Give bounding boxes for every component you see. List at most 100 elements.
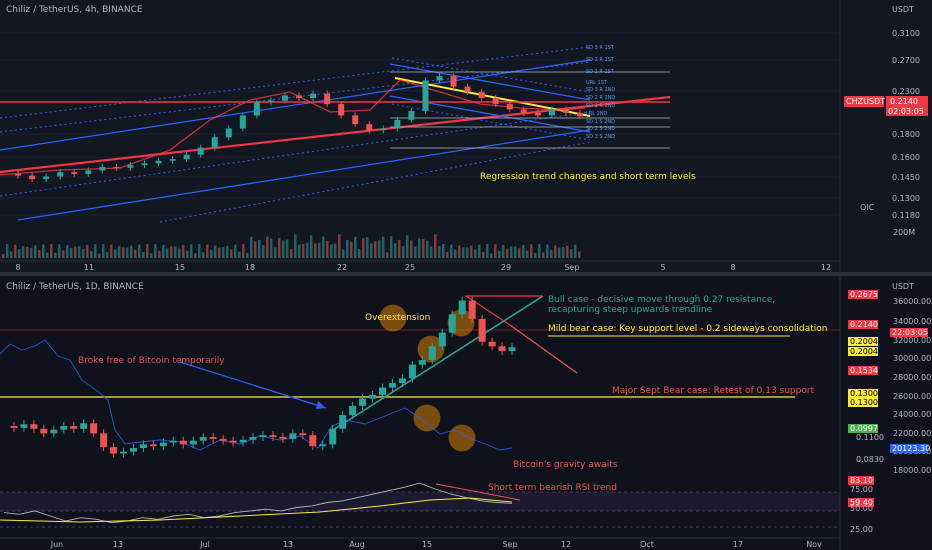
top-candle — [57, 172, 64, 177]
bottom-candle — [249, 437, 257, 440]
volume-bar — [182, 245, 185, 258]
price-tag: 20123.30 — [892, 444, 930, 453]
bottom-price-tick: 24000.00 — [893, 410, 931, 419]
volume-bar — [494, 244, 497, 258]
volume-bar — [86, 244, 89, 258]
volume-bar — [350, 241, 353, 258]
volume-bar — [102, 244, 105, 258]
volume-bar — [570, 249, 573, 258]
volume-bar — [574, 244, 577, 258]
volume-bar — [22, 246, 25, 258]
price-tag-bg — [848, 290, 878, 299]
top-candle — [281, 95, 288, 101]
volume-bar — [418, 238, 421, 258]
volume-bar — [202, 252, 205, 258]
volume-bar — [74, 246, 77, 258]
volume-bar — [158, 250, 161, 258]
volume-bar — [546, 244, 549, 258]
top-candle — [43, 176, 50, 180]
volume-bar — [222, 247, 225, 258]
price-tag-bg — [848, 337, 878, 346]
bottom-price-tick: 26000.00 — [893, 392, 931, 401]
volume-bar — [14, 244, 17, 258]
volume-bar — [218, 247, 221, 258]
volume-bar — [414, 246, 417, 258]
volume-bar — [430, 246, 433, 258]
volume-bar — [510, 246, 513, 258]
volume-bar — [474, 249, 477, 258]
volume-bar — [130, 245, 133, 258]
price-tag: 0.2675 — [850, 290, 878, 299]
bottom-candle — [448, 314, 456, 333]
volume-bar — [318, 242, 321, 258]
rsi-tick: 59.40 — [850, 498, 873, 507]
top-price-tick: 0.1300 — [892, 194, 920, 203]
volume-bar — [426, 240, 429, 258]
volume-bar — [334, 243, 337, 258]
volume-bar — [206, 244, 209, 258]
bottom-candle — [359, 398, 367, 406]
top-candle — [548, 109, 555, 116]
bottom-candle — [259, 435, 267, 438]
volume-bar — [434, 234, 437, 258]
sd2-upper-dotted — [0, 61, 591, 133]
top-candle — [366, 124, 373, 131]
bottom-pane-bg — [0, 276, 932, 550]
volume-bar — [538, 244, 541, 258]
volume-bar — [374, 241, 377, 258]
top-date-axis: 8 11 15 18 22 25 29 Sep 5 8 12 — [15, 263, 831, 272]
top-candle — [492, 97, 499, 105]
bottom-candle — [189, 440, 197, 445]
volume-bar — [498, 250, 501, 258]
highlight-circle — [379, 304, 407, 332]
volume-bar — [154, 244, 157, 258]
channel-label: SD 2 R 2ND — [586, 95, 615, 101]
bottom-candle — [478, 318, 486, 342]
volume-bar — [246, 252, 249, 258]
volume-bar — [534, 253, 537, 258]
price-tag: 0.1300 — [850, 398, 878, 407]
top-candle — [71, 172, 78, 174]
top-price-tick: 0.1180 — [892, 211, 920, 220]
bottom-candle — [139, 444, 147, 449]
top-candle — [520, 109, 527, 113]
sd2-lower-dotted — [0, 111, 591, 197]
top-date-tick: 12 — [821, 263, 831, 272]
bottom-date-tick: Nov — [806, 540, 822, 549]
volume-bar — [62, 250, 65, 258]
top-candle — [534, 112, 541, 116]
volume-bar — [226, 245, 229, 258]
rsi-line — [3, 482, 513, 524]
volume-bar — [274, 247, 277, 258]
bottom-candle — [329, 428, 337, 445]
volume-bar — [490, 253, 493, 258]
bottom-candle — [20, 424, 28, 428]
bottom-date-tick: Aug — [349, 540, 365, 549]
bottom-candle — [149, 444, 157, 447]
bottom-candle — [239, 439, 247, 443]
bottom-candle — [229, 440, 237, 443]
bottom-price-tick: 30000.00 — [893, 354, 931, 363]
volume-bar — [98, 253, 101, 258]
top-date-tick: Sep — [564, 263, 579, 272]
volume-bar — [66, 245, 69, 258]
top-candle — [408, 111, 415, 120]
volume-bar — [50, 244, 53, 258]
volume-bar — [438, 245, 441, 258]
price-tag: 0.2140 — [850, 320, 878, 329]
top-candle — [197, 147, 204, 155]
overextension-label: Overextension — [365, 313, 430, 323]
top-candle — [183, 154, 190, 160]
rsi-tick: 75.00 — [850, 485, 873, 494]
top-candle — [380, 128, 387, 131]
bottom-candle — [279, 437, 287, 439]
volume-bar — [198, 244, 201, 258]
volume-bar — [514, 246, 517, 258]
volume-bar — [470, 245, 473, 258]
volume-bar — [262, 245, 265, 258]
top-price-tag-bg — [886, 96, 928, 116]
volume-bar — [298, 244, 301, 258]
price-tag: 0.0997 — [850, 424, 878, 433]
bottom-candle — [169, 440, 177, 443]
